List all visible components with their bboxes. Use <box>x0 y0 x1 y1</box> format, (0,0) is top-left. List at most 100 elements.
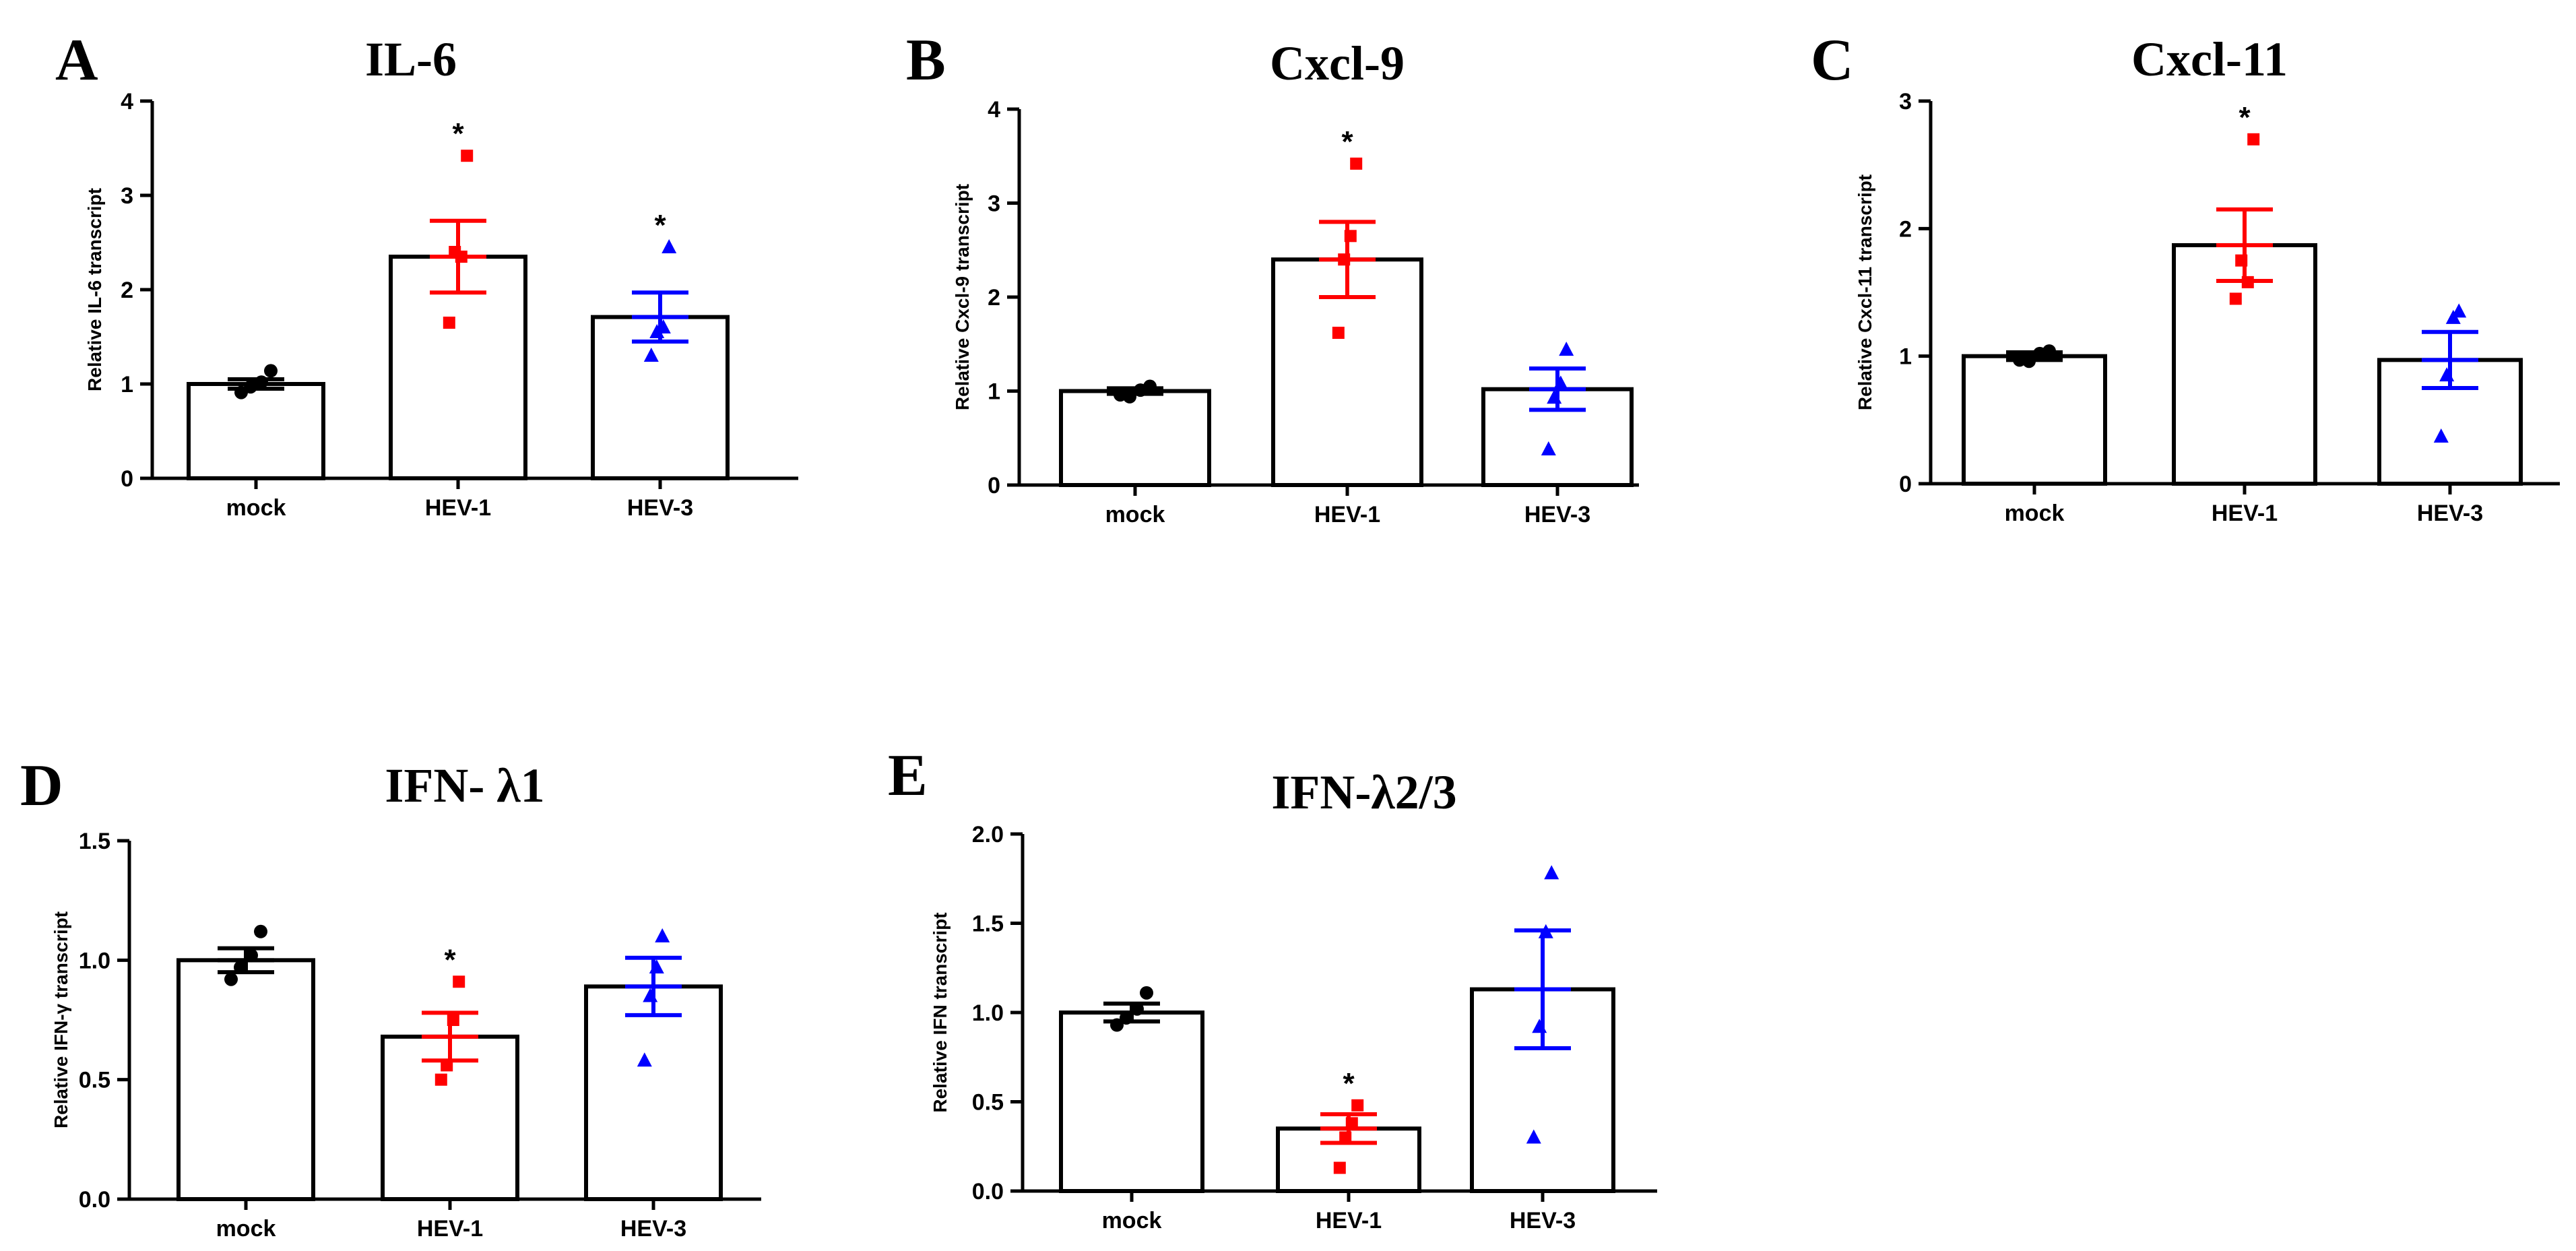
y-tick-label: 1.0 <box>972 1000 1004 1026</box>
data-point-circle <box>245 949 258 963</box>
y-tick-label: 0 <box>988 473 1000 499</box>
data-point-square <box>1345 1117 1358 1130</box>
panel-letter: B <box>906 28 946 93</box>
data-point-circle <box>255 375 268 389</box>
chart-title: Cxcl-9 <box>1270 36 1405 90</box>
y-axis-label: Relative IFN transcript <box>930 912 951 1112</box>
data-point-square <box>461 150 474 162</box>
bar <box>1962 354 2107 486</box>
y-tick-label: 1.0 <box>79 948 110 973</box>
y-tick-label: 3 <box>1899 89 1912 115</box>
y-tick-label: 0.5 <box>972 1090 1004 1116</box>
y-tick-label: 0.5 <box>79 1068 110 1093</box>
panel-letter: A <box>55 28 98 93</box>
data-point-square <box>441 1059 453 1072</box>
data-point-circle <box>1110 1018 1124 1032</box>
y-tick-label: 0.0 <box>972 1179 1004 1205</box>
data-point-square <box>1332 327 1345 340</box>
data-point-triangle <box>643 348 659 362</box>
data-point-circle <box>2022 354 2036 368</box>
data-point-square <box>2247 133 2260 146</box>
chart-panel-C: C Cxcl-11 Relative Cxcl-11 transcript 0 1 2 3 m… <box>1811 28 2560 526</box>
chart-panel-B: B Cxcl-9 Relative Cxcl-9 transcript 0 1 2 3 4 mo… <box>906 28 1639 527</box>
data-point-square <box>2235 254 2248 267</box>
x-tick-label: HEV-1 <box>1314 502 1380 527</box>
y-axis-label: Relative Cxcl-11 transcript <box>1855 174 1875 410</box>
y-tick-label: 3 <box>988 191 1000 217</box>
data-point-triangle <box>2433 428 2449 443</box>
y-tick-label: 0 <box>1899 472 1912 497</box>
y-tick-label: 2.0 <box>972 822 1004 847</box>
data-point-circle <box>1140 986 1153 1000</box>
data-point-triangle <box>1547 389 1562 404</box>
data-point-circle <box>234 960 247 974</box>
data-point-square <box>1339 1131 1352 1144</box>
significance-marker: * <box>1343 1067 1355 1100</box>
y-tick-label: 4 <box>988 97 1000 123</box>
data-point-square <box>443 317 455 329</box>
data-point-circle <box>244 380 257 394</box>
panel-letter: D <box>20 753 63 819</box>
data-point-triangle <box>1544 865 1559 880</box>
data-point-triangle <box>1532 1019 1547 1033</box>
x-tick-label: HEV-3 <box>1524 502 1590 527</box>
bar <box>1059 389 1211 487</box>
data-point-circle <box>254 924 267 938</box>
y-axis-label: Relative Cxcl-9 transcript <box>952 184 973 410</box>
significance-marker: * <box>444 943 456 976</box>
significance-marker: * <box>2239 101 2251 134</box>
y-tick-label: 1 <box>121 372 133 397</box>
chart-title: IFN- λ1 <box>385 759 544 812</box>
data-point-circle <box>1130 1002 1144 1016</box>
y-tick-label: 4 <box>121 89 133 115</box>
y-tick-label: 1.5 <box>79 829 110 854</box>
data-point-triangle <box>1541 441 1556 455</box>
x-tick-label: HEV-3 <box>620 1216 686 1242</box>
y-tick-label: 1.5 <box>972 911 1004 937</box>
data-point-square <box>1344 230 1357 243</box>
x-tick-label: HEV-3 <box>627 495 693 521</box>
y-tick-label: 2 <box>1899 216 1912 242</box>
data-point-triangle <box>649 324 665 338</box>
data-point-square <box>434 1073 447 1086</box>
data-point-square <box>1350 157 1363 170</box>
data-point-triangle <box>1559 342 1574 356</box>
y-axis-label: Relative IFN-γ transcript <box>51 911 71 1128</box>
bar <box>176 958 315 1202</box>
x-tick-label: HEV-1 <box>425 495 491 521</box>
data-point-triangle <box>1526 1129 1541 1144</box>
chart-panel-A: A IL-6 Relative IL-6 transcript 0 1 2 3 4 mock HE… <box>55 28 798 521</box>
data-point-circle <box>1143 379 1157 393</box>
y-tick-label: 2 <box>988 285 1000 311</box>
bar <box>1059 1011 1204 1193</box>
y-tick-label: 1 <box>1899 344 1912 370</box>
data-point-triangle <box>1538 924 1553 938</box>
y-tick-label: 0.0 <box>79 1187 110 1213</box>
data-point-square <box>453 975 465 988</box>
chart-title: Cxcl-11 <box>2131 32 2288 86</box>
data-point-triangle <box>662 239 677 253</box>
data-point-square <box>2241 276 2254 288</box>
x-tick-label: HEV-1 <box>1316 1208 1382 1233</box>
x-tick-label: mock <box>1102 1208 1162 1233</box>
y-tick-label: 1 <box>988 379 1000 405</box>
panel-letter: C <box>1811 28 1854 93</box>
bar <box>591 315 730 480</box>
data-point-square <box>1338 253 1351 266</box>
data-point-triangle <box>643 988 658 1002</box>
data-point-triangle <box>637 1052 652 1067</box>
y-tick-label: 0 <box>121 466 133 492</box>
data-point-triangle <box>2439 367 2455 382</box>
panel-letter: E <box>888 743 928 808</box>
data-point-circle <box>264 364 278 378</box>
chart-title: IL-6 <box>365 32 457 86</box>
data-point-square <box>1333 1161 1346 1174</box>
data-point-triangle <box>1553 375 1568 390</box>
data-point-circle <box>2042 344 2056 358</box>
chart-title: IFN-λ2/3 <box>1271 765 1456 819</box>
x-tick-label: mock <box>216 1216 276 1242</box>
data-point-triangle <box>655 928 670 942</box>
y-tick-label: 2 <box>121 278 133 303</box>
significance-marker: * <box>1341 125 1353 158</box>
data-point-square <box>2229 292 2242 305</box>
